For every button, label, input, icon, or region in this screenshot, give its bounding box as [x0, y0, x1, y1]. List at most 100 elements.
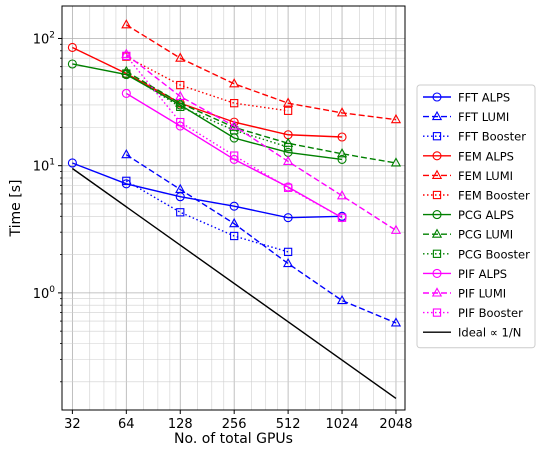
data-point: [283, 247, 293, 257]
data-point: [121, 65, 132, 76]
legend-marker: [432, 308, 442, 317]
legend-item: FEM ALPS: [423, 149, 514, 163]
data-point: [229, 78, 240, 88]
legend-label: PIF Booster: [458, 306, 523, 320]
legend-item: PCG ALPS: [423, 208, 514, 222]
data-point: [121, 88, 131, 98]
legend-label: PCG LUMI: [458, 228, 513, 242]
series-ideal-1-n: [71, 167, 397, 399]
legend-item: PIF Booster: [423, 306, 523, 320]
data-point: [283, 106, 293, 115]
legend-label: Ideal ∝ 1/N: [458, 326, 521, 340]
legend-marker: [432, 268, 442, 278]
legend-marker: [432, 190, 442, 200]
legend-item: PCG LUMI: [423, 228, 513, 242]
series-line: [125, 53, 397, 231]
data-point: [282, 257, 294, 268]
x-tick-label: 2048: [379, 417, 412, 432]
legend-item: PIF ALPS: [423, 267, 507, 281]
data-point: [282, 137, 294, 147]
data-point: [176, 102, 185, 112]
data-point: [336, 107, 348, 117]
series-pif-booster: [122, 51, 347, 222]
legend-item: Ideal ∝ 1/N: [423, 326, 521, 340]
x-tick-label: 32: [64, 417, 81, 432]
series-line: [125, 70, 397, 164]
legend-label: PCG ALPS: [458, 208, 514, 222]
legend-label: FEM LUMI: [458, 169, 513, 183]
data-point: [175, 97, 186, 107]
legend-item: FFT LUMI: [423, 110, 509, 124]
data-point: [390, 157, 402, 167]
data-point: [121, 48, 132, 58]
legend-marker: [431, 287, 443, 297]
data-point: [176, 117, 185, 127]
legend-marker: [431, 110, 443, 121]
legend-label: FFT LUMI: [458, 110, 509, 124]
data-point: [283, 183, 293, 192]
data-point: [67, 158, 77, 168]
data-point: [229, 201, 239, 211]
series-line: [125, 24, 397, 121]
data-point: [390, 317, 402, 327]
legend-label: FFT Booster: [458, 130, 526, 144]
legend-marker: [431, 228, 443, 238]
series-line: [72, 46, 343, 138]
legend-label: PCG Booster: [458, 247, 530, 261]
series-line: [125, 55, 289, 112]
legend-item: FFT Booster: [423, 130, 526, 144]
legend-marker: [432, 210, 442, 220]
data-point: [176, 80, 185, 90]
x-axis-label: No. of total GPUs: [174, 431, 293, 445]
data-point: [67, 42, 77, 52]
data-point: [337, 154, 347, 164]
series-fft-lumi: [121, 148, 402, 327]
legend-marker: [432, 249, 442, 258]
series-fft-booster: [122, 176, 293, 257]
series-line: [125, 154, 397, 324]
y-axis-label: Time [s]: [8, 180, 24, 238]
legend-label: FFT ALPS: [458, 91, 510, 105]
series-pcg-booster: [122, 69, 293, 152]
legend-marker: [432, 151, 442, 161]
data-point: [337, 213, 347, 222]
series-line: [72, 162, 343, 219]
data-point: [390, 224, 402, 234]
legend-frame: [416, 84, 536, 349]
data-point: [121, 19, 132, 29]
series-pcg-lumi: [121, 65, 402, 167]
data-point: [175, 183, 186, 194]
data-point: [282, 155, 294, 165]
data-point: [121, 148, 132, 159]
series-line: [71, 167, 397, 399]
data-point: [122, 176, 131, 185]
legend-item: FFT ALPS: [423, 91, 510, 105]
data-point: [175, 52, 186, 62]
x-tick-label: 1024: [325, 417, 358, 432]
data-point: [282, 97, 294, 107]
data-point: [122, 51, 131, 61]
data-point: [336, 294, 348, 305]
data-point: [175, 90, 186, 101]
data-point: [337, 132, 347, 142]
legend: FFT ALPS FFT LUMI FFT Booster FEM ALPS FEM L…: [416, 84, 536, 349]
legend-label: FEM Booster: [458, 189, 530, 203]
y-tick-label: 102: [33, 30, 55, 47]
y-tick-label: 100: [33, 285, 56, 302]
y-tick-label: 101: [33, 158, 55, 175]
data-point: [176, 208, 185, 217]
x-tick-label: 256: [222, 417, 247, 432]
legend-label: FEM ALPS: [458, 149, 514, 163]
x-tick-label: 64: [118, 417, 135, 432]
x-tick-label: 512: [276, 417, 301, 432]
series-pif-lumi: [121, 48, 402, 234]
series-fem-lumi: [121, 19, 402, 124]
series-line: [125, 72, 289, 148]
legend-item: PCG Booster: [423, 247, 530, 261]
data-point: [229, 120, 240, 130]
data-point: [336, 190, 348, 200]
data-point: [122, 69, 131, 78]
data-point: [230, 99, 239, 108]
legend-label: PIF LUMI: [458, 287, 506, 301]
